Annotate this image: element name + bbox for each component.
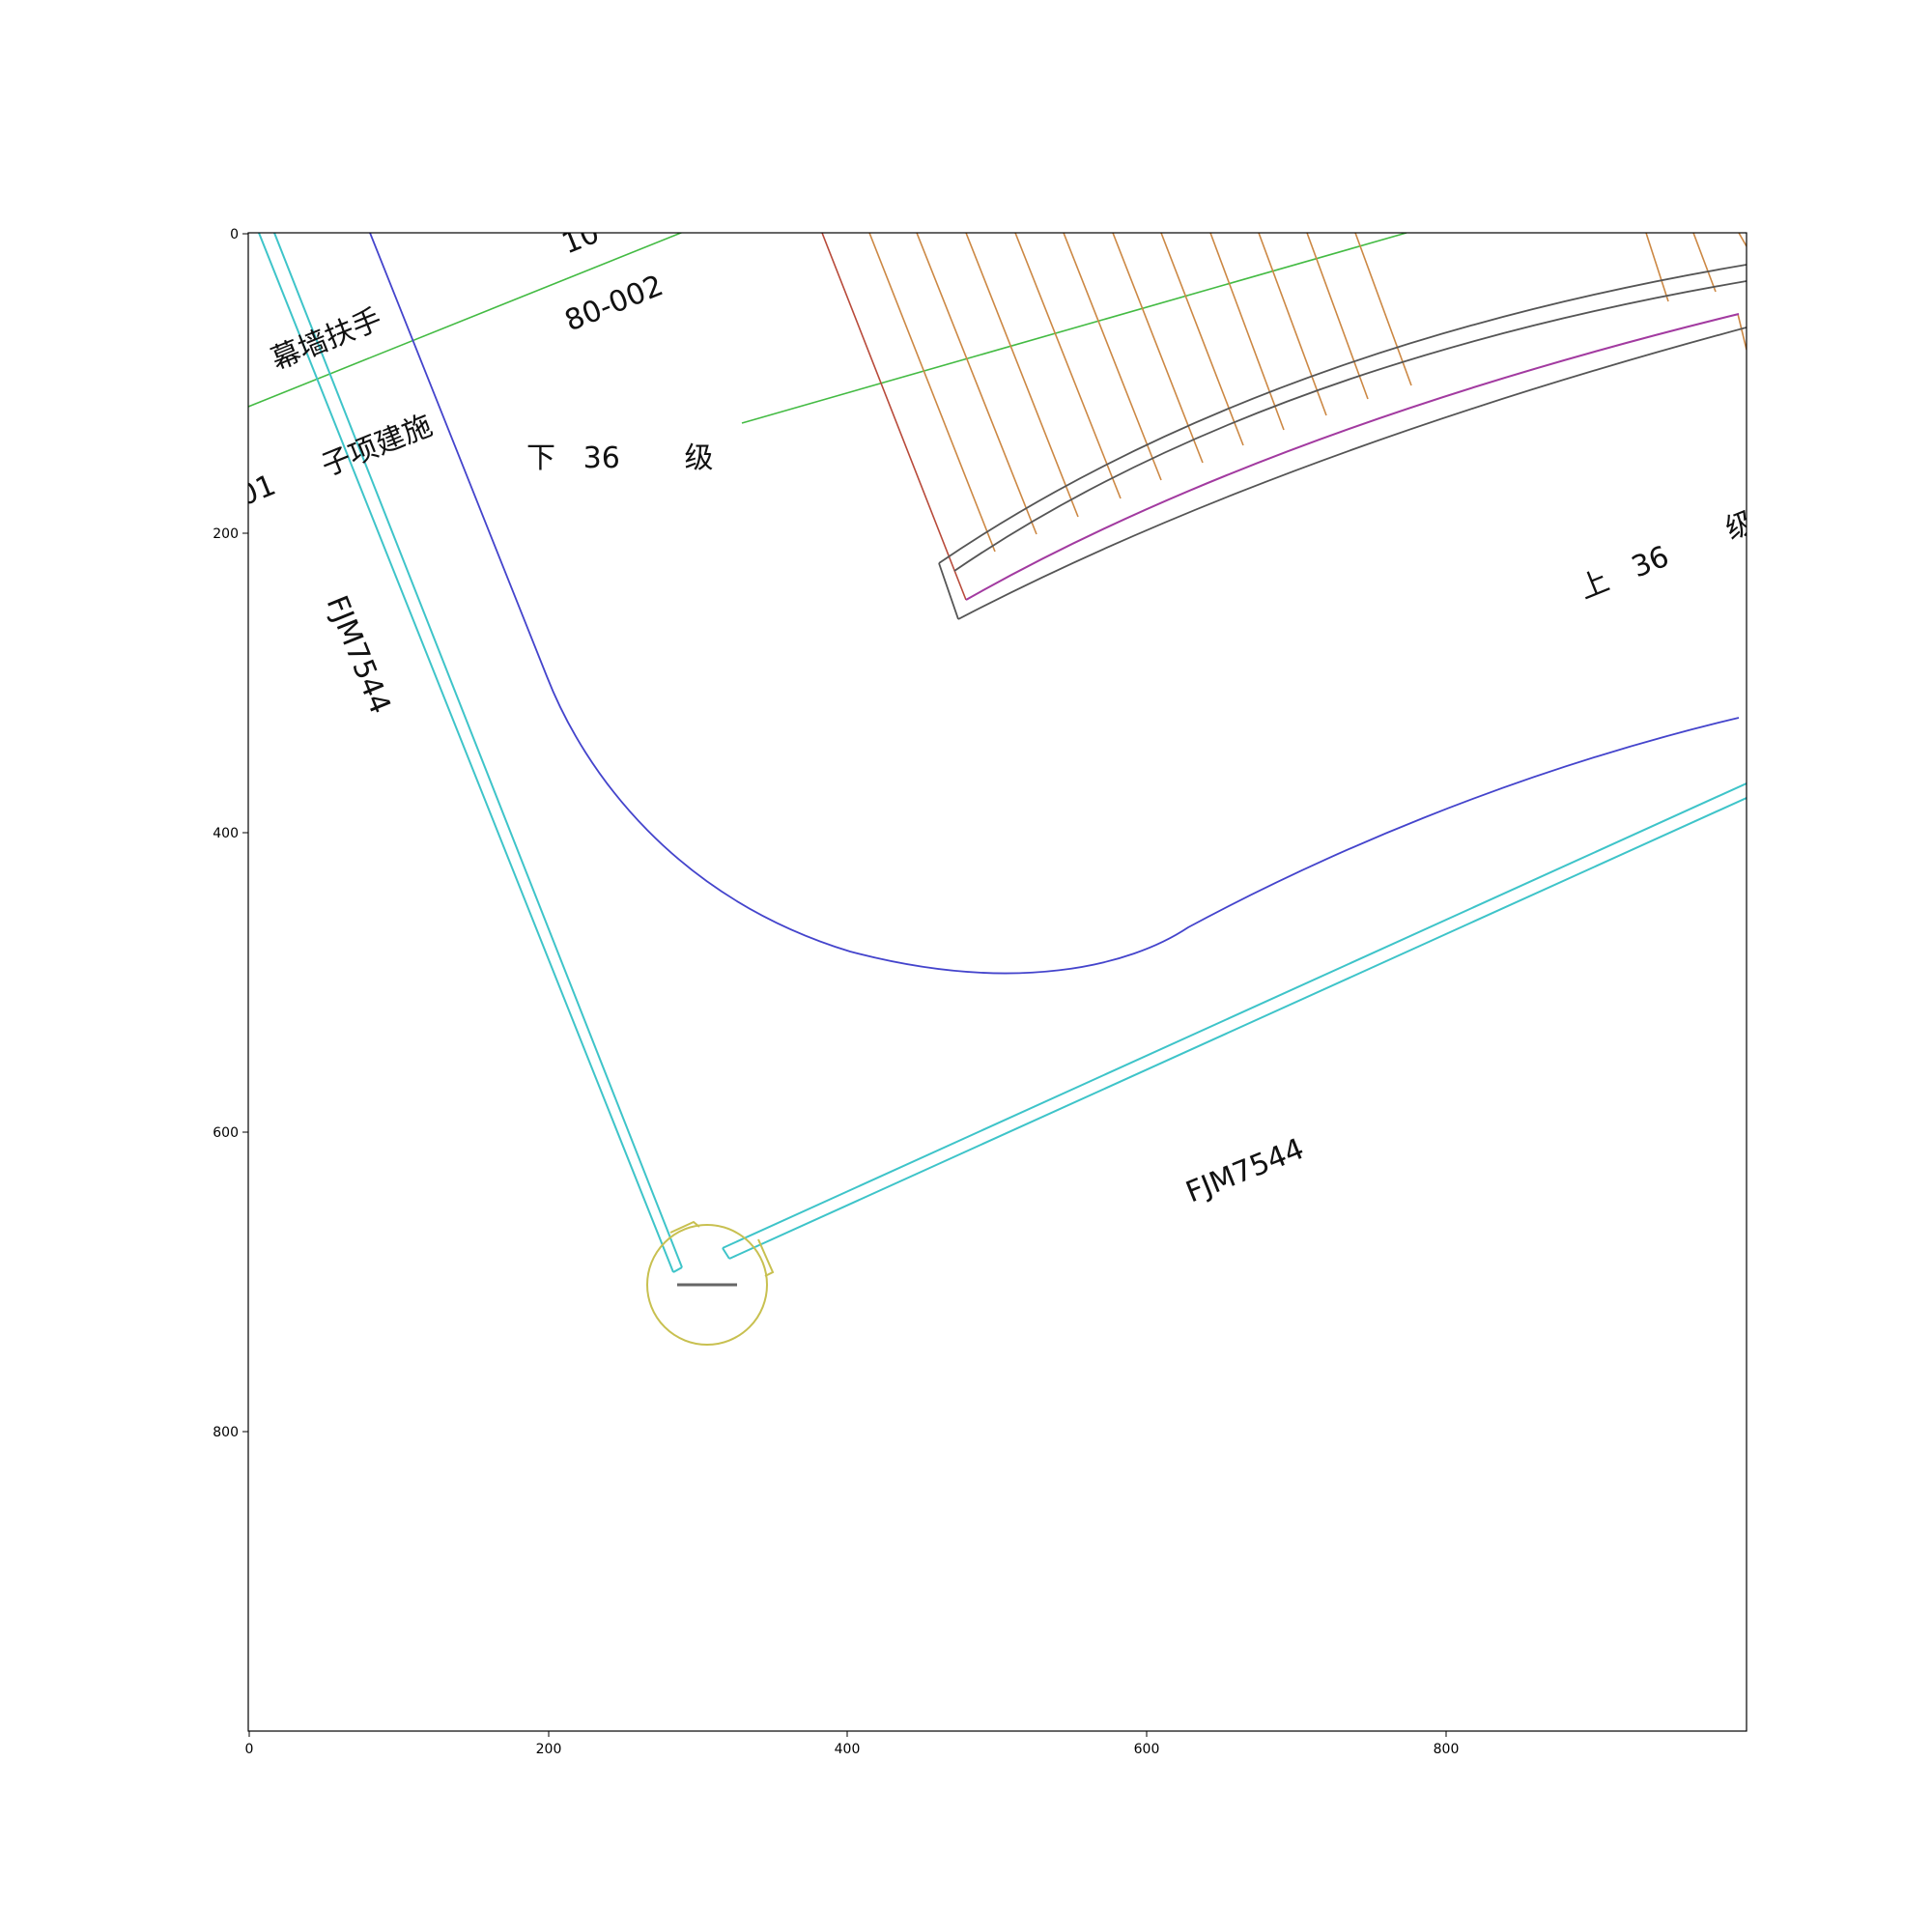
label-down-36: 下 36 级 xyxy=(526,441,714,475)
column-circle xyxy=(646,1220,775,1346)
plot-area: 10 80-002 幕墙扶手 01 子项建施 下 36 级 上 36 级 FJM… xyxy=(247,232,1747,1732)
y-tick-label: 800 xyxy=(213,1425,239,1440)
x-tick-label: 0 xyxy=(245,1742,254,1757)
stair-edge-line xyxy=(821,233,967,601)
handrail-center-line xyxy=(965,313,1740,601)
y-tick-label: 200 xyxy=(213,526,239,542)
handrail-outline xyxy=(938,264,1747,620)
y-tick-label: 0 xyxy=(230,227,239,242)
curtain-wall-right xyxy=(722,782,1747,1260)
x-tick-label: 600 xyxy=(1134,1742,1160,1757)
green-line-right xyxy=(741,233,1407,424)
x-axis: 0 200 400 600 800 xyxy=(245,1731,1460,1757)
axes-frame xyxy=(247,232,1747,1732)
green-line-left xyxy=(248,233,684,408)
y-tick-label: 600 xyxy=(213,1125,239,1141)
stair-treads xyxy=(868,233,1747,553)
x-tick-label: 800 xyxy=(1434,1742,1460,1757)
curved-wall-line xyxy=(369,233,1740,975)
x-tick-label: 400 xyxy=(835,1742,861,1757)
x-tick-label: 200 xyxy=(536,1742,562,1757)
y-tick-label: 400 xyxy=(213,826,239,841)
y-axis: 0 200 400 600 800 xyxy=(213,227,248,1440)
curtain-wall-left xyxy=(258,233,683,1273)
